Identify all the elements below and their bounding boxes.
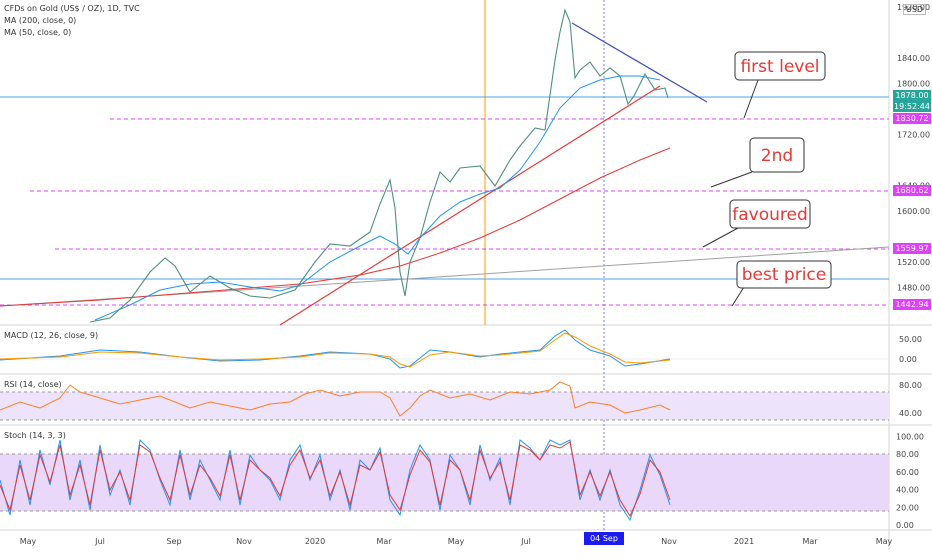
time-tick-label: Mar (376, 537, 392, 546)
price-tick-label: 1840.00 (897, 54, 930, 63)
stoch-tick-label: 0.00 (896, 521, 914, 530)
callout-pointer-3 (702, 227, 739, 248)
macd-tick-label: 0.00 (899, 355, 917, 364)
price-tick-label: 1720.00 (897, 131, 930, 140)
callout-box-1[interactable] (734, 51, 826, 81)
time-tick-label: Mar (802, 537, 818, 546)
price-tick-label: 1520.00 (897, 258, 930, 267)
price-path (89, 8, 669, 323)
time-tick-label: May (448, 537, 465, 546)
stoch-tick-label: 60.00 (896, 468, 919, 477)
ma200-line (0, 147, 671, 307)
time-tick-label: Nov (661, 537, 677, 546)
time-tick-label: 2020 (305, 537, 325, 546)
rsi-band (0, 392, 889, 420)
time-cursor-label: 04 Sep '20 (584, 532, 624, 556)
time-tick-label: Nov (236, 537, 252, 546)
stoch-d-line (0, 441, 671, 518)
ma50-legend[interactable]: MA (50, close, 0) (4, 28, 72, 37)
stoch-tick-label: 20.00 (896, 503, 919, 512)
last-price-badge: 1878.00 (893, 90, 931, 101)
rsi-legend[interactable]: RSI (14, close) (4, 380, 62, 389)
stoch-tick-label: 40.00 (896, 486, 919, 495)
callout-box-4[interactable] (736, 260, 832, 289)
price-tick-label: 1920.00 (897, 3, 930, 12)
symbol-legend: CFDs on Gold (US$ / OZ), 1D, TVC MA (200… (4, 3, 140, 39)
red-trendline[interactable] (279, 85, 661, 326)
symbol-title[interactable]: CFDs on Gold (US$ / OZ), 1D, TVC (4, 4, 140, 13)
price-tick-label: 1480.00 (897, 284, 930, 293)
ma50-line (94, 75, 661, 321)
macd-axis[interactable]: 50.00 0.00 (899, 335, 922, 364)
callout-box-3[interactable] (729, 199, 811, 229)
callout-box-2[interactable] (749, 137, 805, 173)
level-badge-3: 1559.97 (893, 243, 931, 254)
callout-favoured: favoured (732, 205, 808, 225)
callout-best-price: best price (742, 265, 827, 285)
time-tick-label: May (20, 537, 37, 546)
price-tick-label: 1800.00 (897, 80, 930, 89)
rsi-line (0, 381, 671, 417)
time-tick-label: Jul (94, 537, 105, 546)
level-badge-4: 1442.94 (893, 299, 931, 310)
callout-2nd: 2nd (761, 146, 793, 166)
time-axis[interactable]: May Jul Sep Nov 2020 Mar May Jul Nov 2021 Mar May (20, 537, 893, 546)
level-badge-2: 1680.62 (893, 185, 931, 196)
stoch-legend[interactable]: Stoch (14, 3, 3) (4, 431, 66, 440)
time-tick-label: 2021 (734, 537, 754, 546)
countdown-badge: 19:52:44 (893, 101, 931, 112)
stoch-tick-label: 80.00 (896, 450, 919, 459)
macd-tick-label: 50.00 (899, 335, 922, 344)
callout-pointer-1 (743, 79, 759, 119)
time-tick-label: May (876, 537, 893, 546)
stoch-tick-label: 100.00 (896, 433, 924, 442)
rsi-tick-label: 80.00 (899, 381, 922, 390)
rsi-tick-label: 40.00 (899, 409, 922, 418)
callout-first-level: first level (740, 57, 819, 77)
ma200-legend[interactable]: MA (200, close, 0) (4, 16, 77, 25)
blue-trendline[interactable] (571, 22, 708, 103)
rsi-axis[interactable]: 80.00 40.00 (899, 381, 922, 418)
callout-pointer-2 (710, 171, 753, 188)
macd-legend[interactable]: MACD (12, 26, close, 9) (4, 331, 99, 340)
time-tick-label: Jul (520, 537, 531, 546)
macd-line (0, 329, 671, 369)
price-tick-label: 1600.00 (897, 207, 930, 216)
currency-badge[interactable]: USD (903, 4, 927, 15)
callout-pointer-4 (731, 286, 745, 307)
stoch-axis[interactable]: 100.00 80.00 60.00 40.00 20.00 0.00 (896, 433, 924, 531)
stoch-k-line (0, 438, 671, 522)
level-badge-1: 1830.72 (893, 113, 931, 124)
time-tick-label: Sep (166, 537, 181, 546)
macd-signal-line (0, 332, 671, 368)
